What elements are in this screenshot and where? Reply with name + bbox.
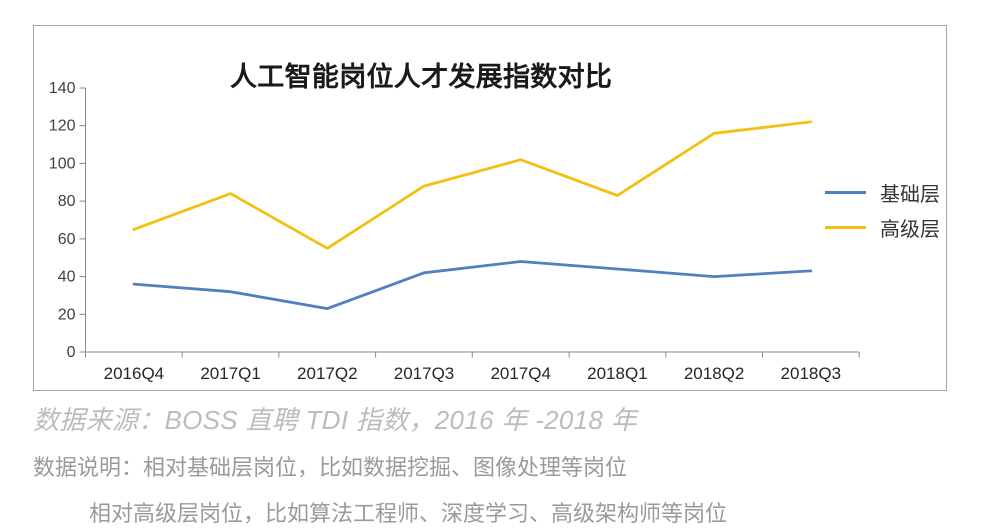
svg-text:100: 100 xyxy=(49,155,76,172)
svg-text:2018Q3: 2018Q3 xyxy=(781,364,842,383)
svg-text:40: 40 xyxy=(58,269,76,286)
svg-text:0: 0 xyxy=(67,344,76,361)
svg-text:2018Q2: 2018Q2 xyxy=(684,364,745,383)
svg-text:140: 140 xyxy=(49,80,76,97)
svg-text:2016Q4: 2016Q4 xyxy=(104,364,165,383)
svg-text:60: 60 xyxy=(58,231,76,248)
svg-text:20: 20 xyxy=(58,306,76,323)
svg-text:120: 120 xyxy=(49,118,76,135)
svg-text:2017Q4: 2017Q4 xyxy=(490,364,551,383)
svg-text:2017Q3: 2017Q3 xyxy=(394,364,455,383)
svg-text:2017Q1: 2017Q1 xyxy=(200,364,261,383)
svg-text:2018Q1: 2018Q1 xyxy=(587,364,648,383)
svg-text:2017Q2: 2017Q2 xyxy=(297,364,358,383)
svg-text:80: 80 xyxy=(58,193,76,210)
